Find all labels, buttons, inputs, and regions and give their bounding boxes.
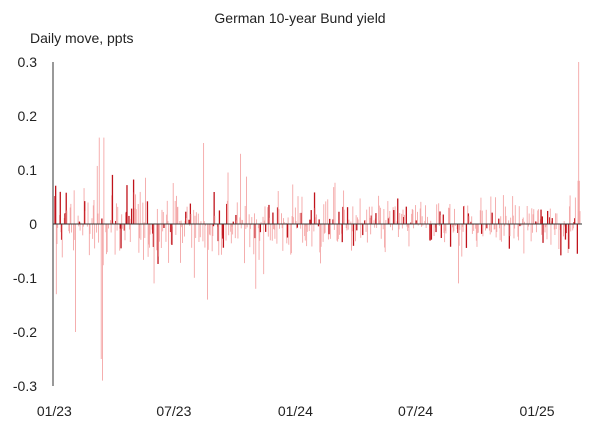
y-tick-label: -0.3 [13, 378, 37, 394]
y-axis-ticks: 0.3 0.2 0.1 0 -0.1 -0.2 -0.3 [13, 54, 37, 394]
y-tick-label: 0.1 [18, 162, 38, 178]
x-tick-label: 01/23 [37, 403, 72, 419]
chart-title: German 10-year Bund yield [214, 10, 385, 26]
bars-layer [54, 62, 581, 381]
y-tick-label: -0.1 [13, 270, 37, 286]
x-tick-label: 01/25 [520, 403, 555, 419]
y-tick-label: 0.3 [18, 54, 38, 70]
y-tick-label: 0 [29, 216, 37, 232]
y-axis-label: Daily move, ppts [30, 30, 133, 46]
x-tick-label: 01/24 [278, 403, 313, 419]
x-tick-label: 07/23 [156, 403, 191, 419]
x-axis-ticks: 01/23 07/23 01/24 07/24 01/25 [37, 403, 555, 419]
y-tick-label: 0.2 [18, 108, 38, 124]
x-tick-label: 07/24 [398, 403, 433, 419]
y-tick-label: -0.2 [13, 324, 37, 340]
